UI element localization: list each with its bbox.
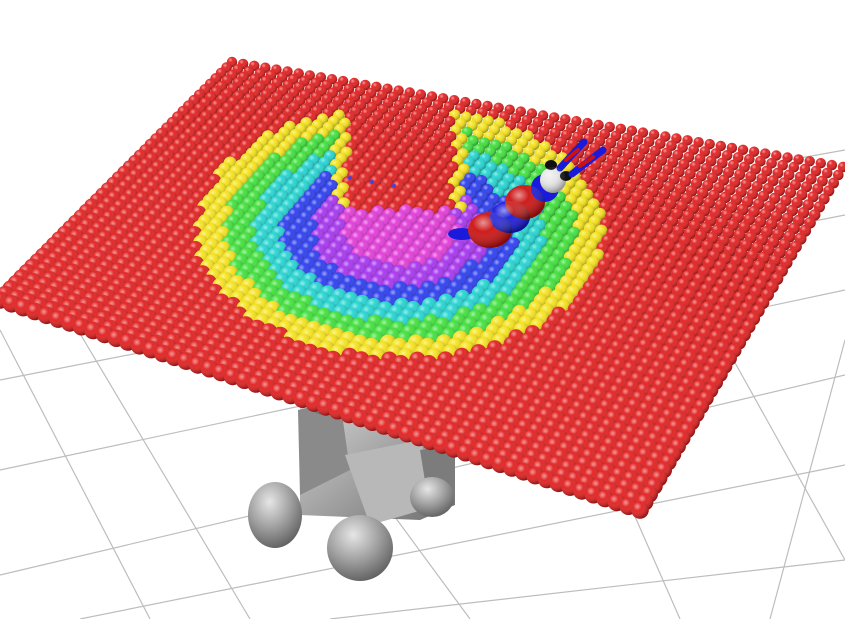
grid-line [769, 339, 845, 619]
sheet-particle-shade [782, 152, 793, 163]
sheet-particle-shade [693, 137, 704, 148]
grid-line [79, 464, 845, 619]
base-foot-right [410, 477, 454, 517]
sheet-particle-shade [804, 156, 815, 167]
sheet-particle-shade [704, 138, 715, 150]
trail-dot [392, 184, 396, 188]
sheet-particle-shade [715, 140, 726, 152]
probe-antenna-band [564, 148, 580, 162]
sheet-particle-shade [821, 167, 833, 179]
sheet-particle-shade [721, 150, 733, 161]
sheet-particle-shade [760, 148, 771, 159]
sheet-particle-shade [810, 165, 822, 177]
sheet-particle-shade [815, 158, 826, 169]
base-foot-left [248, 482, 302, 548]
probe-antenna-band [578, 155, 595, 168]
sheet-particle-shade [826, 159, 838, 171]
sheet-particle-shade [805, 173, 817, 185]
grid-line [329, 559, 845, 619]
sheet-particle-shade [726, 142, 738, 154]
sheet-particle-shade [817, 175, 828, 187]
base-foot-center [327, 515, 393, 581]
sheet-particle-shade [755, 156, 766, 167]
sheet-particle-shade [744, 154, 755, 165]
trail-dot [359, 178, 363, 182]
sheet-particle-shade [771, 150, 782, 161]
tactile-probe [448, 138, 607, 248]
sheet-particle-shade [748, 146, 760, 157]
sheet-particle-shade [801, 181, 812, 193]
probe-shade [540, 167, 566, 193]
grid-line [59, 299, 251, 619]
trail-dot [403, 186, 407, 190]
probe-shade [505, 185, 545, 219]
trail-dot [370, 180, 374, 184]
trail-dot [348, 176, 352, 180]
sheet-particle-shade [631, 501, 649, 519]
sheet-particle-shade [807, 191, 819, 203]
grid-line [0, 329, 151, 619]
sheet-particle-shade [799, 163, 811, 175]
sheet-particle-shade [788, 161, 800, 173]
sheet-particle-shade [812, 183, 824, 195]
sheet-particle-shade [818, 193, 830, 205]
sheet-particle-shade [794, 171, 806, 183]
sheet-particle-shade [823, 185, 835, 197]
sheet-particle-shade [837, 161, 845, 173]
sheet-particle-shade [793, 154, 804, 165]
sheet-particle-shade [737, 144, 749, 155]
sheet-particle-shade [777, 159, 788, 171]
trail-dot [381, 182, 385, 186]
sheet-particle-shade [833, 169, 844, 181]
sheet-particle-shade [766, 158, 777, 169]
sheet-particle-shade [828, 177, 839, 189]
particle-sheet [0, 56, 845, 519]
